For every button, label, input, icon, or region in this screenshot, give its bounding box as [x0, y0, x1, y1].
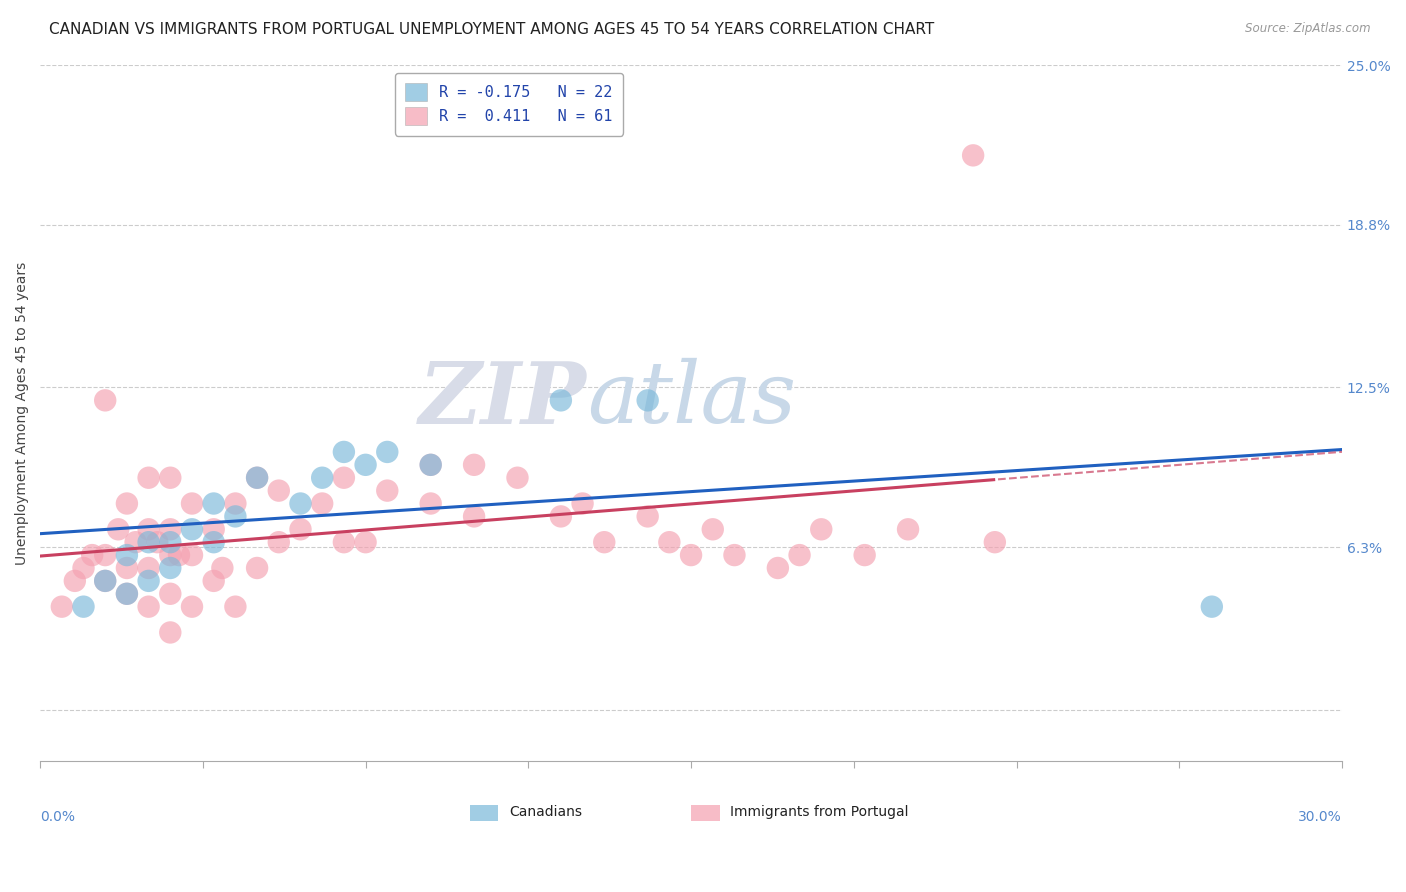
Point [681, 548, 703, 562]
Point [115, 587, 138, 601]
Point [853, 548, 876, 562]
FancyBboxPatch shape [692, 805, 720, 821]
Point [897, 522, 920, 536]
Point [72, 599, 94, 614]
Point [159, 625, 181, 640]
Point [290, 496, 312, 510]
Point [107, 522, 129, 536]
Point [723, 548, 745, 562]
Point [246, 561, 269, 575]
Point [202, 522, 225, 536]
Point [138, 471, 160, 485]
Point [267, 535, 290, 549]
Point [181, 599, 204, 614]
Point [290, 522, 312, 536]
Point [202, 574, 225, 588]
Point [115, 548, 138, 562]
Legend: R = -0.175   N = 22, R =  0.411   N = 61: R = -0.175 N = 22, R = 0.411 N = 61 [395, 73, 623, 136]
Text: Canadians: Canadians [509, 805, 582, 819]
Point [94, 548, 117, 562]
Text: CANADIAN VS IMMIGRANTS FROM PORTUGAL UNEMPLOYMENT AMONG AGES 45 TO 54 YEARS CORR: CANADIAN VS IMMIGRANTS FROM PORTUGAL UNE… [49, 22, 935, 37]
Point [354, 458, 377, 472]
Point [202, 535, 225, 549]
Point [766, 561, 789, 575]
Point [550, 509, 572, 524]
Point [311, 471, 333, 485]
Point [181, 522, 204, 536]
Point [333, 445, 356, 459]
Point [311, 496, 333, 510]
FancyBboxPatch shape [470, 805, 498, 821]
Point [984, 535, 1007, 549]
Point [51, 599, 73, 614]
Point [159, 471, 181, 485]
Point [138, 522, 160, 536]
Point [72, 561, 94, 575]
Point [419, 458, 441, 472]
Point [463, 458, 485, 472]
Text: atlas: atlas [586, 358, 796, 441]
Text: ZIP: ZIP [419, 358, 586, 441]
Point [202, 496, 225, 510]
Point [211, 561, 233, 575]
Point [550, 393, 572, 408]
Point [159, 522, 181, 536]
Point [63, 574, 86, 588]
Point [124, 535, 146, 549]
Y-axis label: Unemployment Among Ages 45 to 54 years: Unemployment Among Ages 45 to 54 years [15, 261, 30, 565]
Point [138, 561, 160, 575]
Point [375, 483, 398, 498]
Text: 30.0%: 30.0% [1298, 810, 1341, 824]
Point [181, 496, 204, 510]
Point [702, 522, 724, 536]
Point [333, 535, 356, 549]
Text: 0.0%: 0.0% [41, 810, 75, 824]
Point [94, 574, 117, 588]
Point [138, 599, 160, 614]
Point [333, 471, 356, 485]
Point [593, 535, 616, 549]
Text: Immigrants from Portugal: Immigrants from Portugal [730, 805, 908, 819]
Point [146, 535, 169, 549]
Point [181, 548, 204, 562]
Point [375, 445, 398, 459]
Point [159, 561, 181, 575]
Point [658, 535, 681, 549]
Point [246, 471, 269, 485]
Point [637, 393, 659, 408]
Point [962, 148, 984, 162]
Point [224, 509, 246, 524]
Point [138, 574, 160, 588]
Text: Source: ZipAtlas.com: Source: ZipAtlas.com [1246, 22, 1371, 36]
Point [637, 509, 659, 524]
Point [267, 483, 290, 498]
Point [159, 548, 181, 562]
Point [419, 458, 441, 472]
Point [94, 574, 117, 588]
Point [1201, 599, 1223, 614]
Point [138, 535, 160, 549]
Point [224, 496, 246, 510]
Point [810, 522, 832, 536]
Point [246, 471, 269, 485]
Point [167, 548, 190, 562]
Point [115, 587, 138, 601]
Point [82, 548, 104, 562]
Point [115, 496, 138, 510]
Point [224, 599, 246, 614]
Point [789, 548, 811, 562]
Point [571, 496, 593, 510]
Point [159, 535, 181, 549]
Point [419, 496, 441, 510]
Point [115, 561, 138, 575]
Point [354, 535, 377, 549]
Point [463, 509, 485, 524]
Point [506, 471, 529, 485]
Point [94, 393, 117, 408]
Point [159, 587, 181, 601]
